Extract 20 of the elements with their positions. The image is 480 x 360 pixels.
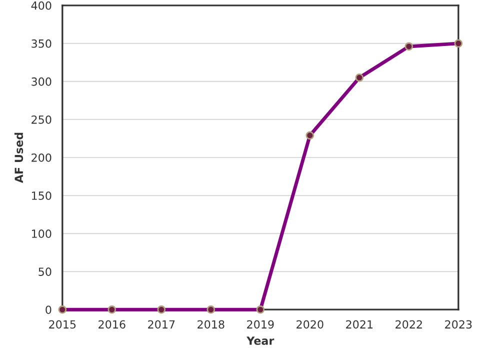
x-tick-label: 2019 xyxy=(247,320,274,329)
y-axis-title: AF Used xyxy=(14,132,24,184)
x-tick-label: 2018 xyxy=(198,320,224,329)
y-tick-label: 0 xyxy=(46,306,52,314)
y-tick-label: 50 xyxy=(38,268,52,276)
x-tick-label: 2022 xyxy=(396,320,422,329)
x-tick-label: 2016 xyxy=(98,320,126,329)
y-tick-label: 350 xyxy=(32,39,52,48)
x-axis-title: Year xyxy=(246,336,274,345)
y-tick-label: 100 xyxy=(32,230,52,238)
x-tick-label: 2017 xyxy=(148,320,175,329)
x-tick-label: 2023 xyxy=(445,320,472,329)
y-tick-label: 200 xyxy=(32,153,52,162)
x-tick-label: 2021 xyxy=(346,320,373,329)
y-tick-label: 400 xyxy=(31,1,52,10)
y-tick-label: 300 xyxy=(32,77,52,86)
x-tick-label: 2015 xyxy=(49,320,76,329)
x-tick-label: 2020 xyxy=(296,320,324,329)
y-tick-label: 250 xyxy=(32,115,52,124)
y-tick-label: 150 xyxy=(32,192,52,200)
